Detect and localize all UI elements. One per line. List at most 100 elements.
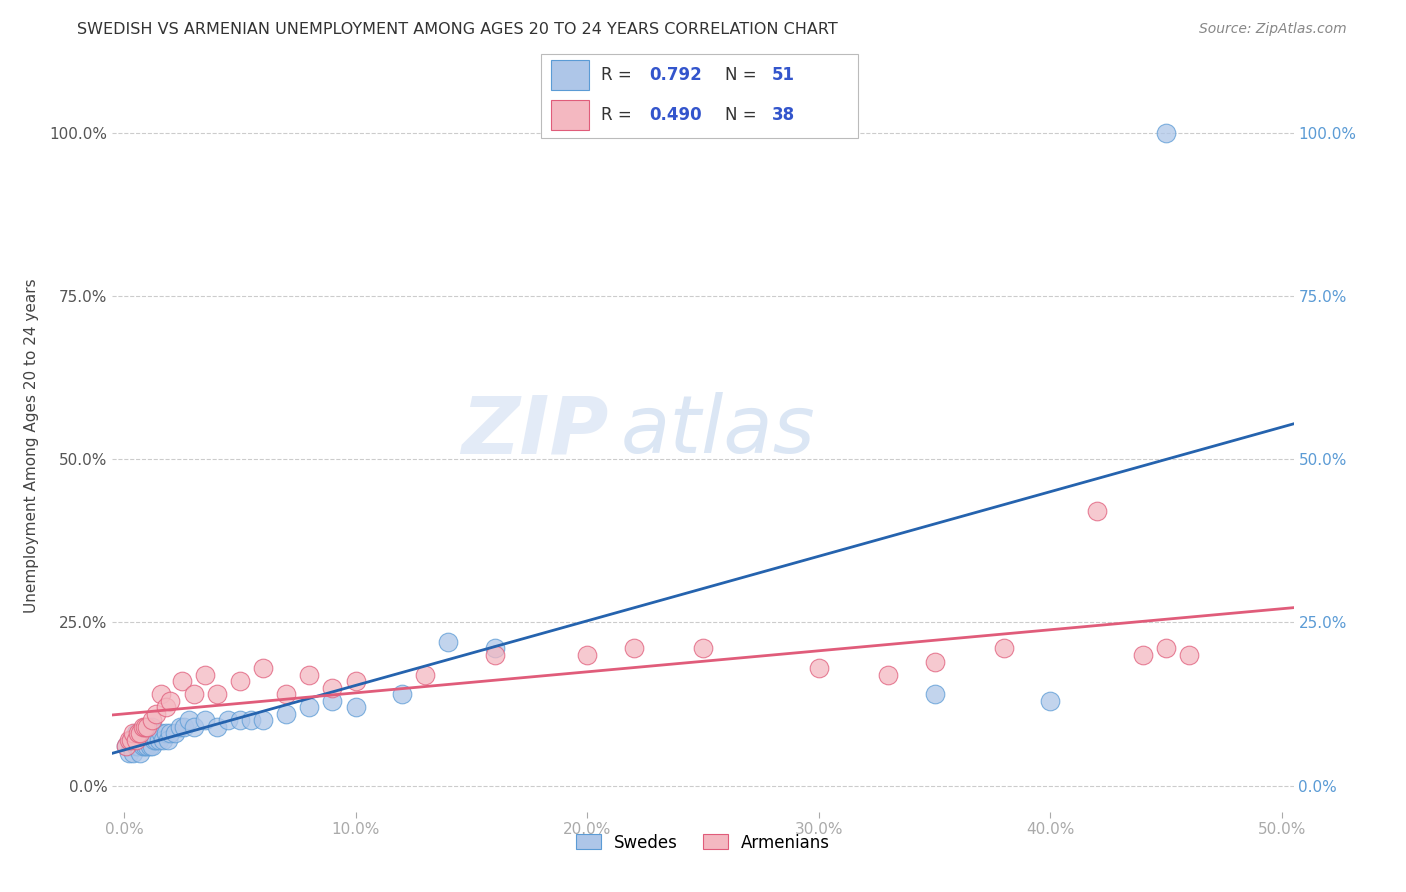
Point: [344, 700, 367, 714]
Point: [150, 726, 173, 740]
Point: [194, 714, 217, 728]
Point: [145, 732, 167, 747]
Point: [169, 720, 191, 734]
Point: [124, 732, 146, 747]
Text: 0.490: 0.490: [650, 106, 702, 124]
Point: [484, 648, 506, 662]
Point: [131, 739, 153, 754]
Point: [141, 739, 163, 754]
Point: [1154, 641, 1177, 656]
Point: [298, 700, 321, 714]
Point: [484, 641, 506, 656]
FancyBboxPatch shape: [551, 61, 589, 90]
Point: [115, 739, 138, 754]
Point: [205, 687, 228, 701]
Point: [177, 714, 200, 728]
Point: [136, 720, 159, 734]
Point: [1132, 648, 1154, 662]
Point: [1178, 648, 1201, 662]
Point: [124, 739, 146, 754]
Point: [391, 687, 413, 701]
Text: 38: 38: [772, 106, 796, 124]
Point: [692, 641, 714, 656]
Point: [129, 726, 152, 740]
Point: [924, 655, 946, 669]
Point: [127, 726, 149, 740]
Point: [159, 726, 181, 740]
Point: [321, 681, 343, 695]
Y-axis label: Unemployment Among Ages 20 to 24 years: Unemployment Among Ages 20 to 24 years: [24, 278, 38, 614]
Point: [120, 732, 142, 747]
Point: [229, 674, 252, 689]
Point: [163, 726, 186, 740]
Point: [145, 706, 167, 721]
Point: [118, 746, 141, 760]
Text: ZIP: ZIP: [461, 392, 609, 470]
Point: [141, 714, 163, 728]
Point: [136, 726, 159, 740]
Point: [131, 720, 153, 734]
Point: [143, 732, 166, 747]
Point: [252, 661, 274, 675]
Point: [276, 706, 298, 721]
Text: N =: N =: [725, 106, 762, 124]
Point: [138, 739, 160, 754]
Point: [229, 714, 252, 728]
Point: [205, 720, 228, 734]
Point: [157, 732, 180, 747]
FancyBboxPatch shape: [551, 100, 589, 130]
Text: N =: N =: [725, 66, 762, 84]
Point: [127, 739, 149, 754]
Point: [122, 726, 145, 740]
Point: [1085, 504, 1108, 518]
Point: [576, 648, 599, 662]
Point: [344, 674, 367, 689]
Point: [170, 674, 193, 689]
Text: 0.792: 0.792: [650, 66, 702, 84]
Point: [127, 732, 149, 747]
Point: [252, 714, 274, 728]
Point: [993, 641, 1015, 656]
Point: [138, 726, 160, 740]
Point: [134, 739, 156, 754]
Point: [173, 720, 195, 734]
Point: [129, 726, 152, 740]
Point: [124, 726, 146, 740]
Point: [155, 700, 177, 714]
FancyBboxPatch shape: [541, 54, 858, 138]
Point: [141, 720, 163, 734]
Legend: Swedes, Armenians: Swedes, Armenians: [569, 827, 837, 858]
Point: [276, 687, 298, 701]
Point: [217, 714, 239, 728]
Text: 51: 51: [772, 66, 796, 84]
Point: [150, 687, 173, 701]
Point: [152, 732, 174, 747]
Text: R =: R =: [602, 66, 637, 84]
Point: [1039, 694, 1062, 708]
Point: [183, 720, 205, 734]
Point: [120, 739, 142, 754]
Point: [118, 732, 141, 747]
Point: [240, 714, 263, 728]
Point: [877, 667, 900, 681]
Point: [1154, 126, 1177, 140]
Point: [134, 726, 156, 740]
Point: [159, 694, 181, 708]
Point: [134, 720, 156, 734]
Point: [129, 746, 152, 760]
Point: [148, 732, 170, 747]
Point: [136, 739, 159, 754]
Point: [298, 667, 321, 681]
Point: [131, 732, 153, 747]
Text: atlas: atlas: [620, 392, 815, 470]
Point: [413, 667, 436, 681]
Text: Source: ZipAtlas.com: Source: ZipAtlas.com: [1199, 22, 1347, 37]
Point: [155, 726, 177, 740]
Point: [183, 687, 205, 701]
Text: R =: R =: [602, 106, 637, 124]
Point: [122, 732, 145, 747]
Point: [120, 732, 142, 747]
Text: SWEDISH VS ARMENIAN UNEMPLOYMENT AMONG AGES 20 TO 24 YEARS CORRELATION CHART: SWEDISH VS ARMENIAN UNEMPLOYMENT AMONG A…: [77, 22, 838, 37]
Point: [623, 641, 645, 656]
Point: [321, 694, 343, 708]
